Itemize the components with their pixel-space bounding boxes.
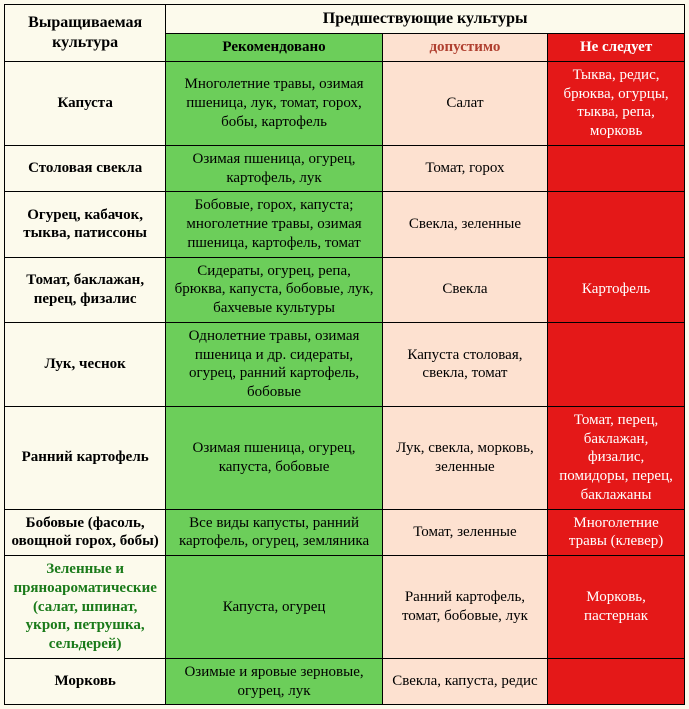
crop-cell: Томат, баклажан, перец, физалис (5, 257, 166, 322)
header-recommended: Рекомендовано (166, 34, 382, 62)
table-body: КапустаМноголетние травы, озимая пшеница… (5, 61, 685, 705)
header-avoid: Не следует (548, 34, 685, 62)
avoid-cell (548, 658, 685, 705)
avoid-cell: Томат, перец, баклажан, физалис, помидор… (548, 406, 685, 509)
recommended-cell: Все виды капусты, ранний картофель, огур… (166, 509, 382, 556)
avoid-cell (548, 192, 685, 257)
acceptable-cell: Ранний картофель, томат, бобовые, лук (382, 556, 547, 659)
table-row: Ранний картофельОзимая пшеница, огурец, … (5, 406, 685, 509)
recommended-cell: Капуста, огурец (166, 556, 382, 659)
crop-cell: Ранний картофель (5, 406, 166, 509)
recommended-cell: Однолетние травы, озимая пшеница и др. с… (166, 322, 382, 406)
table-row: Лук, чеснокОднолетние травы, озимая пшен… (5, 322, 685, 406)
avoid-cell (548, 322, 685, 406)
acceptable-cell: Томат, горох (382, 145, 547, 192)
crop-cell: Капуста (5, 61, 166, 145)
table-row: МорковьОзимые и яровые зерновые, огурец,… (5, 658, 685, 705)
acceptable-cell: Томат, зеленные (382, 509, 547, 556)
recommended-cell: Сидераты, огурец, репа, брюква, капуста,… (166, 257, 382, 322)
avoid-cell (548, 145, 685, 192)
table-row: Огурец, кабачок, тыква, патиссоныБобовые… (5, 192, 685, 257)
acceptable-cell: Свекла, зеленные (382, 192, 547, 257)
acceptable-cell: Лук, свекла, морковь, зеленные (382, 406, 547, 509)
table-row: Бобовые (фасоль, овощной горох, бобы)Все… (5, 509, 685, 556)
crop-cell: Зеленные и пряноароматические (салат, шп… (5, 556, 166, 659)
table-row: Зеленные и пряноароматические (салат, шп… (5, 556, 685, 659)
recommended-cell: Озимая пшеница, огурец, капуста, бобовые (166, 406, 382, 509)
acceptable-cell: Свекла, капуста, редис (382, 658, 547, 705)
avoid-cell: Морковь, пастернак (548, 556, 685, 659)
recommended-cell: Многолетние травы, озимая пшеница, лук, … (166, 61, 382, 145)
header-crop: Выращиваемая культура (5, 5, 166, 62)
avoid-cell: Картофель (548, 257, 685, 322)
avoid-cell: Тыква, редис, брюква, огурцы, тыква, реп… (548, 61, 685, 145)
recommended-cell: Озимая пшеница, огурец, картофель, лук (166, 145, 382, 192)
table-row: Столовая свеклаОзимая пшеница, огурец, к… (5, 145, 685, 192)
crop-cell: Огурец, кабачок, тыква, патиссоны (5, 192, 166, 257)
crop-cell: Бобовые (фасоль, овощной горох, бобы) (5, 509, 166, 556)
acceptable-cell: Капуста столовая, свекла, томат (382, 322, 547, 406)
crop-cell: Столовая свекла (5, 145, 166, 192)
avoid-cell: Многолетние травы (клевер) (548, 509, 685, 556)
header-acceptable: допустимо (382, 34, 547, 62)
acceptable-cell: Свекла (382, 257, 547, 322)
table-row: Томат, баклажан, перец, физалисСидераты,… (5, 257, 685, 322)
acceptable-cell: Салат (382, 61, 547, 145)
recommended-cell: Озимые и яровые зерновые, огурец, лук (166, 658, 382, 705)
table-row: КапустаМноголетние травы, озимая пшеница… (5, 61, 685, 145)
header-prev: Предшествующие культуры (166, 5, 685, 34)
crop-rotation-table: Выращиваемая культура Предшествующие кул… (4, 4, 685, 705)
crop-cell: Лук, чеснок (5, 322, 166, 406)
crop-cell: Морковь (5, 658, 166, 705)
recommended-cell: Бобовые, горох, капуста; многолетние тра… (166, 192, 382, 257)
